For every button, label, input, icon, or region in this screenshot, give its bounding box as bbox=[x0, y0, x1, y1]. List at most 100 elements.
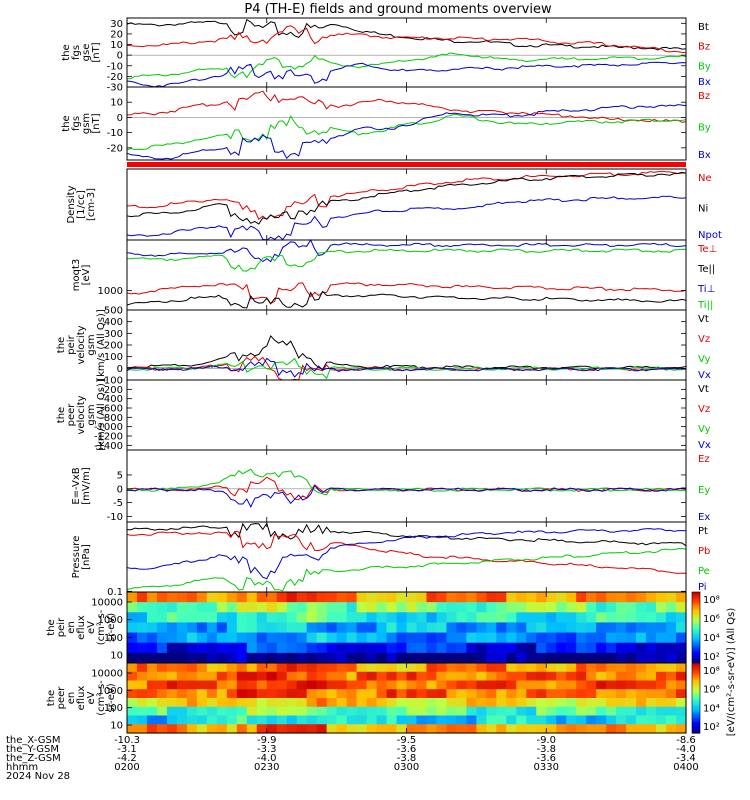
heatmap-cell bbox=[516, 698, 527, 708]
heatmap-cell bbox=[366, 715, 378, 725]
colorbar-cell bbox=[692, 722, 700, 725]
heatmap-cell bbox=[506, 652, 517, 664]
heatmap-cell bbox=[166, 622, 178, 634]
heatmap-cell bbox=[226, 715, 238, 725]
y-tick-label: 20 bbox=[110, 29, 123, 40]
footer-row-value: 0200 bbox=[114, 762, 139, 773]
heatmap-cell bbox=[136, 715, 148, 725]
heatmap-cell bbox=[176, 622, 188, 634]
heatmap-cell bbox=[426, 592, 438, 603]
heatmap-cell bbox=[556, 671, 567, 682]
heatmap-cell bbox=[646, 724, 657, 734]
heatmap-cell bbox=[556, 652, 567, 664]
colorbar-cell bbox=[692, 592, 700, 595]
heatmap-cell bbox=[616, 663, 627, 673]
y-tick-label: 10 bbox=[110, 40, 123, 51]
colorbar-cell bbox=[692, 713, 700, 717]
y-tick-label: 1000 bbox=[98, 686, 123, 697]
y-tick-label: 5 bbox=[117, 470, 123, 481]
heatmap-cell bbox=[127, 632, 138, 644]
heatmap-cell bbox=[246, 622, 258, 634]
heatmap-cell bbox=[526, 706, 537, 717]
heatmap-cell bbox=[206, 592, 218, 603]
heatmap-cell bbox=[606, 592, 617, 603]
heatmap-cell bbox=[426, 689, 438, 699]
legend-entry: Ne bbox=[698, 173, 712, 184]
heatmap-cell bbox=[356, 715, 368, 725]
heatmap-cell bbox=[306, 632, 318, 644]
y-tick-label: 10000 bbox=[91, 669, 123, 680]
y-axis-label: [cm-3] bbox=[86, 188, 97, 221]
heatmap-cell bbox=[226, 652, 238, 664]
heatmap-cell bbox=[426, 663, 438, 673]
heatmap-cell bbox=[246, 642, 258, 654]
heatmap-cell bbox=[156, 715, 168, 725]
heatmap-cell bbox=[636, 724, 647, 734]
heatmap-cell bbox=[286, 715, 298, 725]
heatmap-cell bbox=[676, 715, 687, 725]
heatmap-cell bbox=[646, 663, 657, 673]
heatmap-cell bbox=[246, 652, 258, 664]
heatmap-cell bbox=[536, 706, 547, 717]
heatmap-cell bbox=[416, 680, 428, 690]
heatmap-cell bbox=[546, 715, 557, 725]
heatmap-cell bbox=[136, 652, 148, 664]
heatmap-cell bbox=[306, 612, 318, 624]
heatmap-cell bbox=[246, 632, 258, 644]
colorbar-tick: 10⁶ bbox=[703, 614, 720, 625]
y-axis-label: sr-eV) bbox=[106, 613, 117, 642]
heatmap-cell bbox=[326, 671, 338, 682]
y-axis-label: peer bbox=[66, 403, 77, 427]
heatmap-cell bbox=[656, 706, 667, 717]
heatmap-cell bbox=[616, 592, 627, 603]
colorbar-cell bbox=[692, 727, 700, 731]
heatmap-cell bbox=[206, 715, 218, 725]
heatmap-cell bbox=[296, 592, 308, 603]
y-axis-label: [1/cc] bbox=[76, 190, 87, 219]
heatmap-cell bbox=[406, 592, 418, 603]
colorbar-cell bbox=[692, 678, 700, 682]
heatmap-cell bbox=[576, 632, 587, 644]
heatmap-cell bbox=[276, 642, 288, 654]
heatmap-cell bbox=[586, 592, 597, 603]
heatmap-cell bbox=[546, 652, 557, 664]
heatmap-cell bbox=[606, 663, 617, 673]
heatmap-cell bbox=[586, 706, 597, 717]
heatmap-cell bbox=[546, 612, 557, 624]
heatmap-cell bbox=[666, 663, 677, 673]
heatmap-cell bbox=[127, 592, 138, 603]
heatmap-cell bbox=[166, 642, 178, 654]
colorbar-cell bbox=[692, 609, 700, 613]
heatmap-cell bbox=[446, 724, 458, 734]
heatmap-cell bbox=[386, 652, 398, 664]
heatmap-cell bbox=[376, 706, 388, 717]
heatmap-cell bbox=[216, 724, 228, 734]
heatmap-cell bbox=[146, 642, 158, 654]
colorbar-tick: 10⁶ bbox=[703, 685, 720, 696]
heatmap-cell bbox=[246, 680, 258, 690]
heatmap-cell bbox=[636, 592, 647, 603]
legend-entry: Vy bbox=[698, 424, 711, 435]
heatmap-cell bbox=[316, 612, 328, 624]
heatmap-cell bbox=[576, 680, 587, 690]
heatmap-cell bbox=[596, 652, 607, 664]
heatmap-cell bbox=[376, 612, 388, 624]
heatmap-cell bbox=[536, 689, 547, 699]
heatmap-cell bbox=[286, 663, 298, 673]
heatmap-cell bbox=[127, 612, 138, 624]
heatmap-cell bbox=[566, 680, 577, 690]
heatmap-cell bbox=[406, 663, 418, 673]
y-tick-label: -600 bbox=[100, 404, 123, 415]
heatmap-cell bbox=[636, 632, 647, 644]
heatmap-cell bbox=[336, 602, 348, 613]
heatmap-cell bbox=[296, 642, 308, 654]
heatmap-cell bbox=[216, 592, 228, 603]
colorbar-cell bbox=[692, 687, 700, 690]
heatmap-cell bbox=[216, 602, 228, 613]
series-line-By bbox=[126, 52, 687, 80]
heatmap-cell bbox=[376, 602, 388, 613]
heatmap-cell bbox=[196, 602, 208, 613]
heatmap-cell bbox=[226, 602, 238, 613]
heatmap-cell bbox=[276, 622, 288, 634]
